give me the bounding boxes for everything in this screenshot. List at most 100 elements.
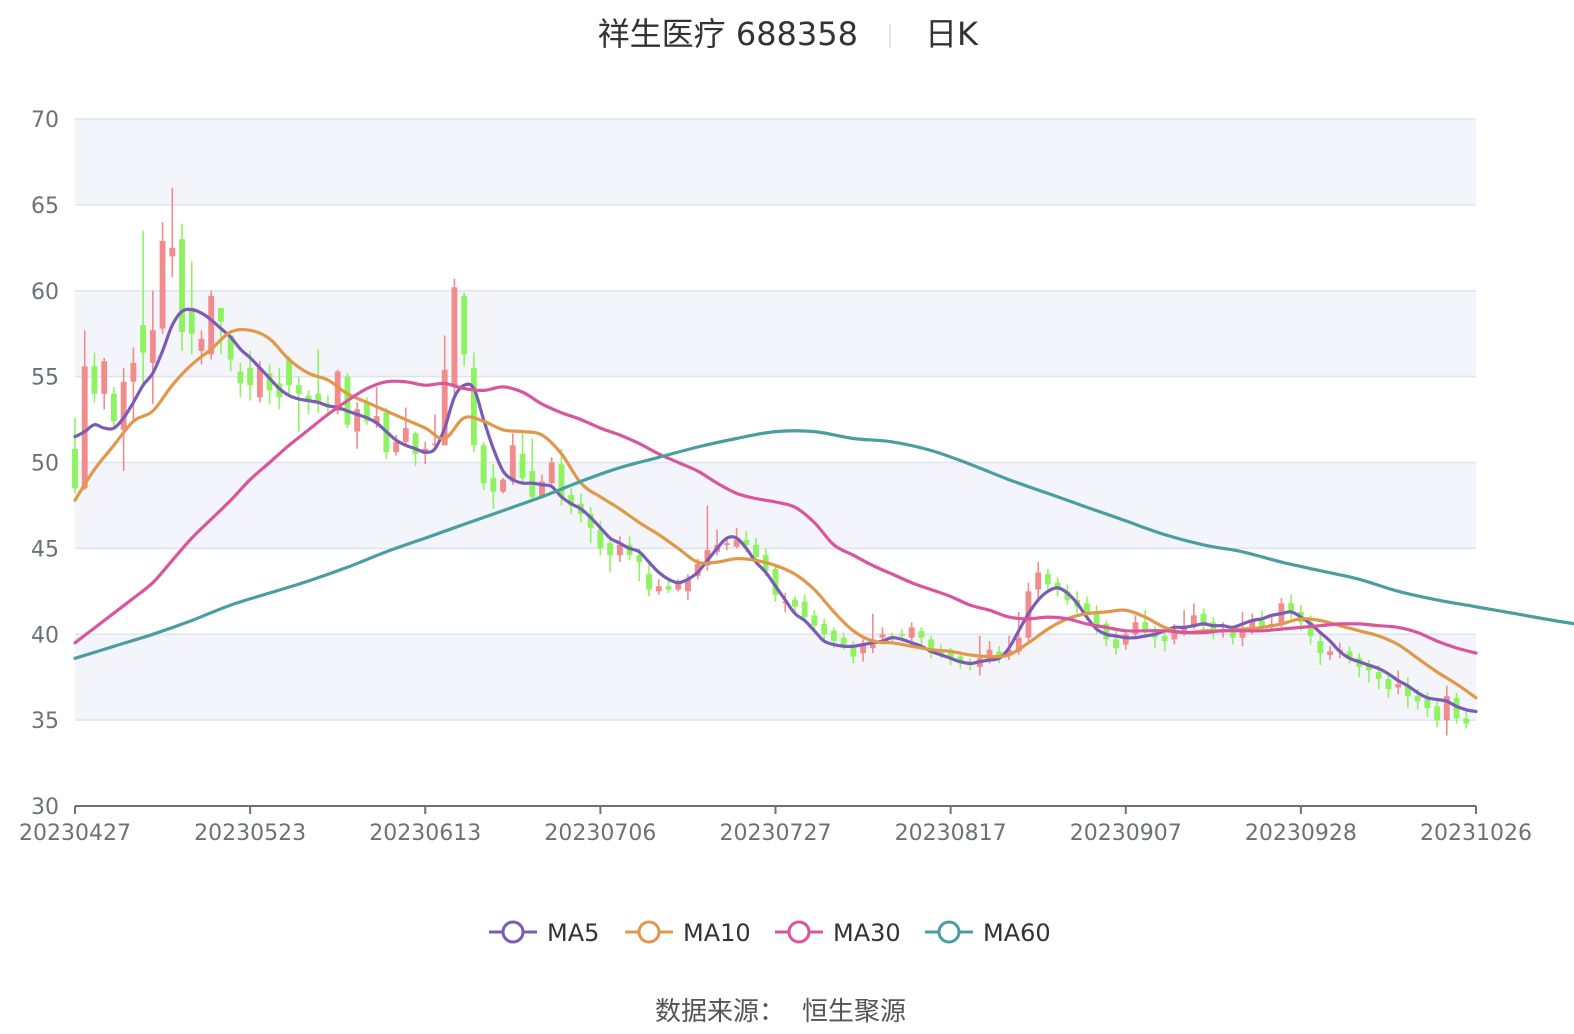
candle-body: [1414, 696, 1421, 702]
candle-body: [1006, 649, 1012, 655]
candle-body: [1200, 613, 1207, 624]
candle-down: [140, 230, 147, 384]
candle-body: [354, 409, 361, 432]
legend: MA5 MA10 MA30 MA60: [489, 919, 1051, 947]
candle-body: [441, 369, 448, 446]
candle-up: [81, 330, 88, 490]
candle-body: [286, 359, 292, 386]
candle-body: [500, 479, 507, 492]
candle-body: [685, 579, 691, 592]
candle-body: [91, 366, 98, 394]
candle-up: [1327, 646, 1333, 661]
candle-body: [587, 514, 594, 528]
candle-up: [616, 536, 623, 563]
y-tick-label: 70: [31, 108, 59, 133]
candle-body: [1434, 706, 1441, 721]
candle-down: [1385, 673, 1392, 698]
candle-body: [451, 287, 458, 386]
candle-down: [607, 539, 614, 573]
candle-down: [110, 386, 117, 429]
y-tick-label: 55: [31, 366, 59, 391]
data-source: 数据来源： 恒生聚源: [655, 997, 906, 1027]
candle-body: [986, 649, 993, 661]
candle-body: [1015, 637, 1022, 652]
candle-body: [675, 582, 682, 590]
candle-down: [665, 581, 672, 594]
candle-body: [72, 448, 78, 489]
candle-body: [1463, 718, 1470, 724]
candle-down: [587, 507, 594, 544]
candle-body: [1229, 627, 1236, 638]
candle-body: [830, 630, 837, 642]
candle-body: [616, 544, 623, 556]
candle-body: [208, 295, 215, 355]
candle-body: [947, 651, 954, 659]
legend-marker: [501, 920, 525, 944]
x-tick-label: 20231026: [1420, 821, 1532, 846]
grid-band: [75, 634, 1476, 721]
candle-body: [821, 623, 828, 635]
candle-body: [1366, 665, 1372, 671]
legend-item-ma5: MA5: [489, 919, 599, 947]
candle-body: [1161, 635, 1168, 642]
candle-body: [539, 481, 545, 497]
x-tick-label: 20230727: [720, 821, 832, 846]
candle-body: [81, 366, 88, 489]
candle-up: [169, 187, 176, 278]
candle-body: [1103, 623, 1110, 640]
grid-band: [75, 290, 1476, 377]
candle-up: [548, 457, 555, 485]
candle-body: [247, 368, 254, 386]
candle-up: [101, 357, 108, 410]
candle-body: [1064, 591, 1071, 600]
candle-body: [470, 368, 477, 446]
legend-item-ma10: MA10: [625, 919, 751, 947]
grid-band: [75, 204, 1476, 291]
x-tick-label: 20230907: [1070, 821, 1182, 846]
candle-body: [120, 381, 127, 430]
candlesticks: [72, 187, 1470, 736]
candle-down: [753, 538, 759, 563]
legend-label: MA5: [547, 919, 599, 947]
candle-down: [1200, 608, 1207, 631]
candle-down: [1463, 709, 1470, 729]
candle-body: [432, 443, 438, 446]
candle-body: [918, 630, 925, 638]
candle-body: [733, 539, 740, 547]
candle-body: [402, 428, 409, 442]
candle-body: [159, 240, 166, 329]
candle-body: [509, 445, 516, 482]
line-ma10: [73, 327, 1478, 700]
candle-body: [996, 651, 1003, 657]
x-axis: 20230427 20230523 20230613 20230706 20230727…: [19, 805, 1532, 846]
candle-body: [665, 586, 672, 590]
candle-down: [237, 362, 244, 398]
candle-body: [937, 649, 944, 655]
candle-up: [908, 622, 915, 642]
candle-body: [130, 362, 137, 382]
candle-body: [461, 295, 468, 355]
candle-down: [480, 441, 487, 490]
candle-down: [811, 610, 818, 631]
candle-body: [1307, 622, 1314, 636]
candle-up: [432, 414, 438, 449]
y-tick-label: 50: [31, 452, 59, 477]
candle-down: [227, 335, 234, 372]
candle-down: [568, 488, 575, 515]
candle-down: [646, 563, 652, 597]
candle-body: [1288, 603, 1295, 612]
y-tick-label: 40: [31, 623, 59, 648]
candle-down: [1434, 701, 1441, 727]
candle-down: [490, 464, 497, 509]
candle-down: [1288, 594, 1295, 619]
candle-down: [801, 594, 808, 621]
line-ma30: [73, 379, 1478, 655]
candle-body: [237, 371, 244, 384]
candle-body: [1375, 672, 1382, 679]
candle-body: [957, 656, 964, 664]
candle-body: [636, 555, 643, 563]
candle-body: [646, 574, 652, 590]
candle-body: [899, 634, 905, 636]
candle-body: [295, 385, 302, 394]
